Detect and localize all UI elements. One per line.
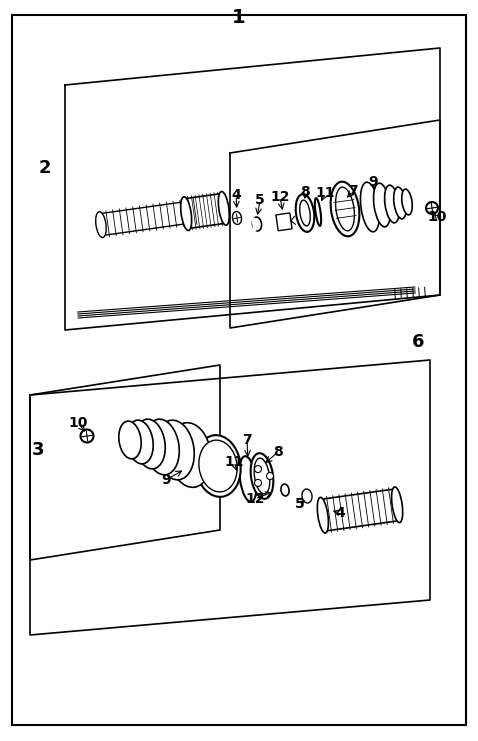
Text: 12: 12 — [245, 492, 265, 506]
Ellipse shape — [181, 197, 192, 230]
Text: 9: 9 — [161, 473, 171, 487]
Ellipse shape — [360, 182, 380, 232]
Ellipse shape — [119, 421, 141, 459]
Ellipse shape — [315, 198, 321, 226]
Text: 4: 4 — [231, 188, 241, 202]
Ellipse shape — [254, 458, 270, 494]
Ellipse shape — [252, 217, 261, 231]
Text: 7: 7 — [242, 433, 252, 447]
Text: 12: 12 — [270, 190, 290, 204]
Ellipse shape — [385, 185, 400, 223]
Polygon shape — [276, 213, 292, 230]
Text: 9: 9 — [368, 175, 378, 189]
Text: 8: 8 — [273, 445, 283, 459]
Polygon shape — [321, 489, 399, 531]
Ellipse shape — [169, 422, 211, 488]
Text: 6: 6 — [412, 333, 424, 351]
Ellipse shape — [267, 473, 273, 479]
Ellipse shape — [250, 453, 273, 499]
Ellipse shape — [373, 183, 391, 227]
Text: 5: 5 — [255, 193, 265, 207]
Text: 11: 11 — [224, 455, 244, 469]
Ellipse shape — [402, 189, 412, 215]
Text: 11: 11 — [315, 186, 335, 200]
Polygon shape — [184, 193, 226, 228]
Text: 7: 7 — [348, 184, 358, 198]
Ellipse shape — [239, 456, 257, 502]
Ellipse shape — [196, 435, 241, 497]
Ellipse shape — [135, 419, 165, 469]
Ellipse shape — [254, 465, 261, 473]
Ellipse shape — [232, 211, 241, 225]
Ellipse shape — [426, 202, 438, 214]
Ellipse shape — [300, 200, 310, 226]
Text: 2: 2 — [39, 159, 51, 177]
Text: 8: 8 — [300, 185, 310, 199]
Ellipse shape — [394, 187, 406, 219]
Polygon shape — [99, 201, 196, 236]
Ellipse shape — [336, 187, 354, 231]
Text: 1: 1 — [232, 8, 246, 27]
Ellipse shape — [96, 212, 106, 238]
Text: 4: 4 — [335, 506, 345, 520]
Ellipse shape — [199, 440, 237, 492]
Ellipse shape — [145, 419, 179, 475]
Text: 3: 3 — [32, 441, 44, 459]
Ellipse shape — [254, 479, 261, 486]
Ellipse shape — [317, 497, 328, 533]
Text: 10: 10 — [68, 416, 87, 430]
Ellipse shape — [281, 484, 289, 496]
Ellipse shape — [331, 182, 359, 236]
Ellipse shape — [218, 191, 229, 225]
Ellipse shape — [302, 489, 312, 503]
Ellipse shape — [296, 194, 315, 232]
Ellipse shape — [80, 430, 94, 442]
Ellipse shape — [156, 420, 194, 480]
Ellipse shape — [391, 487, 402, 522]
Text: 10: 10 — [427, 210, 446, 224]
Text: 5: 5 — [295, 497, 305, 511]
Ellipse shape — [127, 420, 153, 464]
